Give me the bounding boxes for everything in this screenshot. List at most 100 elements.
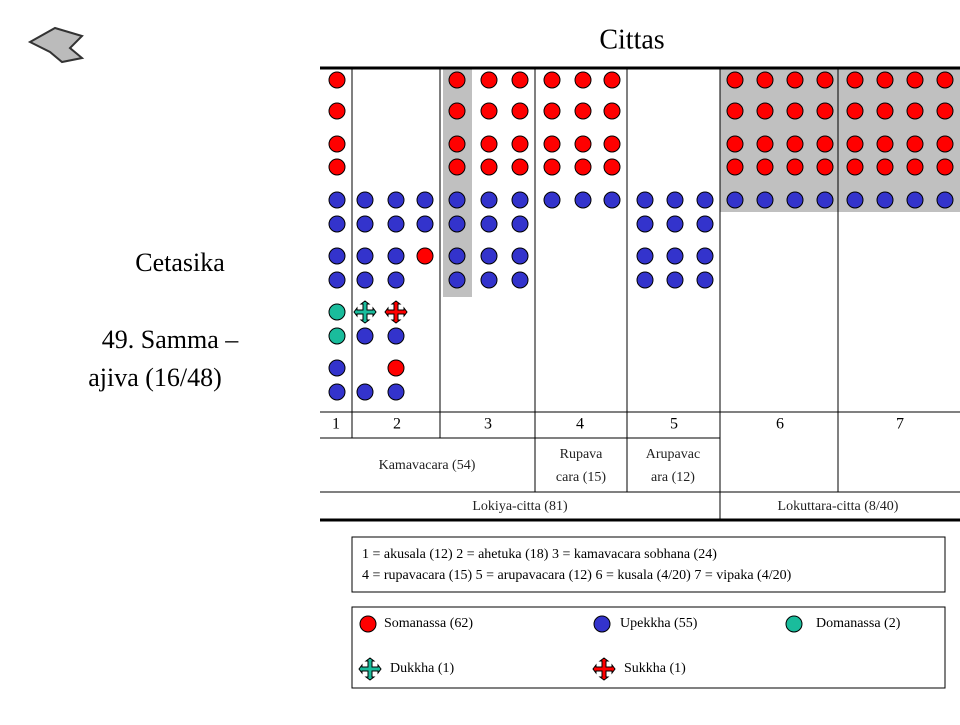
dot — [356, 271, 374, 289]
legend-swatch — [785, 615, 803, 633]
dot — [574, 135, 592, 153]
dot — [511, 191, 529, 209]
dot — [846, 102, 864, 120]
dot — [328, 191, 346, 209]
dot — [816, 102, 834, 120]
dot — [756, 102, 774, 120]
legend-swatch — [358, 657, 382, 681]
dot — [726, 158, 744, 176]
dot — [543, 191, 561, 209]
dot — [846, 158, 864, 176]
key-line: 4 = rupavacara (15) 5 = arupavacara (12)… — [362, 568, 792, 583]
column-number: 1 — [332, 416, 340, 433]
cross — [358, 657, 382, 681]
supergroup-label: Lokiya-citta (81) — [472, 499, 568, 514]
dots — [328, 71, 954, 401]
dot — [726, 191, 744, 209]
column-number: 6 — [776, 416, 784, 433]
dot — [726, 71, 744, 89]
dot — [666, 191, 684, 209]
dot — [356, 191, 374, 209]
dot — [936, 71, 954, 89]
key-line: 1 = akusala (12) 2 = ahetuka (18) 3 = ka… — [362, 547, 717, 562]
dot — [511, 215, 529, 233]
dot — [480, 71, 498, 89]
dot — [416, 247, 434, 265]
dot — [543, 102, 561, 120]
dot — [636, 191, 654, 209]
dot — [448, 191, 466, 209]
dot — [387, 271, 405, 289]
dot — [786, 135, 804, 153]
side-label: Cetasika — [135, 248, 225, 277]
dot — [846, 71, 864, 89]
dot — [574, 158, 592, 176]
dot — [511, 158, 529, 176]
dot — [603, 71, 621, 89]
cross — [592, 657, 616, 681]
dot — [448, 102, 466, 120]
group-label: Kamavacara (54) — [379, 458, 476, 473]
dot — [603, 102, 621, 120]
dot — [666, 215, 684, 233]
legend-box — [351, 606, 946, 689]
dot — [636, 271, 654, 289]
dot — [696, 271, 714, 289]
side-item: ajiva (16/48) — [88, 363, 222, 392]
dot — [696, 215, 714, 233]
dot — [543, 135, 561, 153]
dot — [786, 71, 804, 89]
dot — [511, 271, 529, 289]
dot — [906, 71, 924, 89]
dot — [328, 135, 346, 153]
dot — [328, 158, 346, 176]
column-number: 5 — [670, 416, 678, 433]
cross-shape — [358, 657, 382, 681]
dot — [511, 102, 529, 120]
dot — [328, 271, 346, 289]
cross-shape — [384, 300, 408, 324]
dot — [603, 191, 621, 209]
legend-swatch — [592, 657, 616, 681]
dot — [480, 158, 498, 176]
cross — [353, 300, 377, 324]
dot — [816, 191, 834, 209]
dot — [756, 191, 774, 209]
dot — [936, 135, 954, 153]
dot — [636, 215, 654, 233]
dot — [356, 215, 374, 233]
dot — [448, 158, 466, 176]
dot — [574, 71, 592, 89]
dot — [480, 215, 498, 233]
dot — [574, 102, 592, 120]
dot — [696, 247, 714, 265]
dot — [356, 383, 374, 401]
dot — [543, 158, 561, 176]
dot — [328, 247, 346, 265]
dot — [786, 158, 804, 176]
column-number: 4 — [576, 416, 584, 433]
dot — [387, 215, 405, 233]
dot — [511, 71, 529, 89]
dot — [387, 359, 405, 377]
dot — [480, 271, 498, 289]
dot — [328, 383, 346, 401]
dot — [636, 247, 654, 265]
dot — [666, 247, 684, 265]
dot — [816, 71, 834, 89]
dot — [543, 71, 561, 89]
dot — [876, 102, 894, 120]
dot — [726, 102, 744, 120]
dot — [328, 327, 346, 345]
legend-label: Upekkha (55) — [620, 616, 698, 631]
back-arrow[interactable] — [27, 26, 85, 64]
dot — [756, 71, 774, 89]
title: Cittas — [599, 24, 664, 55]
column-number: 3 — [484, 416, 492, 433]
column-number: 2 — [393, 416, 401, 433]
dot — [876, 158, 894, 176]
dot — [480, 102, 498, 120]
dot — [416, 191, 434, 209]
dot — [603, 158, 621, 176]
dot — [786, 191, 804, 209]
